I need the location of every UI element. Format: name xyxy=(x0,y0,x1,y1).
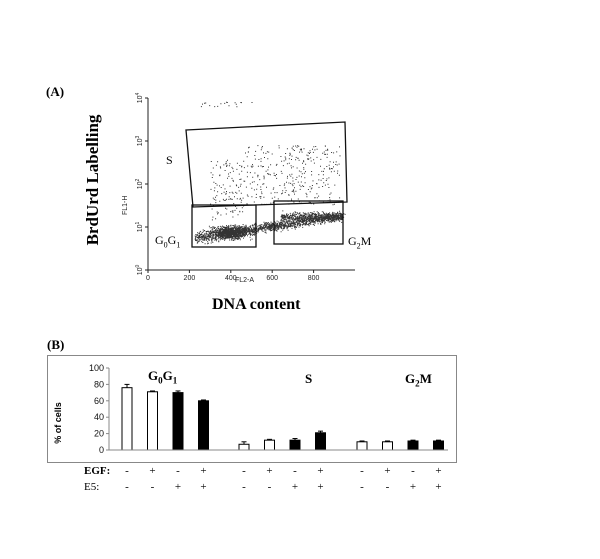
bar-y-tick-label: 40 xyxy=(94,412,104,422)
condition-sign: + xyxy=(435,465,442,477)
x-axis-channel-label: FL2-A xyxy=(235,277,254,284)
condition-sign: + xyxy=(317,465,324,477)
panel-a-label: (A) xyxy=(46,84,65,99)
panel-a-x-axis-label: DNA content xyxy=(212,296,301,313)
bar-g0g1-2 xyxy=(172,392,184,451)
condition-sign: + xyxy=(200,465,207,477)
gate-label-g2m: G2M xyxy=(348,234,372,251)
flow-cytometry-scatter-plot: 0 200 400 600 800 100 101 102 103 104 FL1-H FL2-A xyxy=(122,92,355,284)
condition-sign: - xyxy=(242,465,246,477)
bar-y-ticks: 0 20 40 60 80 100 xyxy=(89,363,109,455)
x-tick-label: 400 xyxy=(225,275,237,282)
gate-g2m xyxy=(273,200,344,245)
condition-sign: - xyxy=(385,481,390,493)
panel-b-label: (B) xyxy=(47,337,65,352)
gate-g0g1 xyxy=(191,204,257,248)
bar-y-tick-label: 80 xyxy=(94,379,104,389)
bar-g2m-1 xyxy=(382,441,393,451)
scatter-points xyxy=(194,101,346,245)
gate-label-g0g1: G0G1 xyxy=(155,233,181,250)
bar-y-tick-label: 60 xyxy=(94,396,104,406)
condition-label-egf: EGF: xyxy=(84,465,111,477)
bar-group-label-g2m: G2M xyxy=(405,371,432,389)
condition-sign: - xyxy=(176,465,180,477)
condition-sign: - xyxy=(360,481,364,493)
condition-sign: - xyxy=(125,465,129,477)
condition-sign: - xyxy=(293,465,297,477)
condition-sign: - xyxy=(125,481,129,493)
bar-y-tick-label: 0 xyxy=(99,445,104,455)
x-tick-label: 200 xyxy=(184,275,196,282)
y-tick-label: 103 xyxy=(135,135,144,146)
bar-g0g1-0 xyxy=(121,387,133,451)
bar-y-axis-label: % of cells xyxy=(53,402,63,444)
condition-sign: - xyxy=(242,481,246,493)
panel-a-y-axis-label: BrdUrd Labelling xyxy=(83,114,102,246)
scatter-ticks: 0 200 400 600 800 100 101 102 103 104 xyxy=(135,92,320,282)
panel-b-frame xyxy=(47,355,457,463)
bar-g0g1-1 xyxy=(147,391,158,451)
bar-g2m-3 xyxy=(433,440,444,451)
bar-g2m-2 xyxy=(407,440,419,451)
bar-group-label-g0g1: G0G1 xyxy=(148,368,178,386)
y-tick-label: 104 xyxy=(135,92,144,103)
condition-sign: + xyxy=(435,481,442,493)
condition-sign: + xyxy=(200,481,207,493)
y-tick-label: 101 xyxy=(135,221,144,232)
condition-sign: + xyxy=(291,481,299,493)
condition-sign: + xyxy=(174,481,182,493)
condition-label-e5: E5: xyxy=(84,481,100,493)
condition-sign: + xyxy=(384,465,391,477)
condition-sign: + xyxy=(149,465,156,477)
condition-sign: + xyxy=(409,481,417,493)
y-axis-channel-label: FL1-H xyxy=(122,196,129,215)
bar-s-0 xyxy=(238,443,250,451)
scatter-event-cloud xyxy=(194,101,346,245)
condition-sign: - xyxy=(360,465,364,477)
condition-sign: - xyxy=(150,481,155,493)
condition-sign: - xyxy=(411,465,415,477)
bar-marks xyxy=(109,383,448,451)
condition-sign: + xyxy=(266,465,273,477)
gate-s xyxy=(185,121,348,208)
x-tick-label: 800 xyxy=(308,275,320,282)
bar-s-3 xyxy=(315,432,326,451)
bar-g0g1-3 xyxy=(198,400,209,451)
bar-s-1 xyxy=(264,439,275,451)
bar-y-tick-label: 20 xyxy=(94,429,104,439)
bar-y-tick-label: 100 xyxy=(89,363,104,373)
y-tick-label: 100 xyxy=(135,264,144,275)
y-tick-label: 102 xyxy=(135,178,144,189)
condition-sign: - xyxy=(267,481,272,493)
cell-cycle-bar-chart: % of cells 0 20 40 60 80 100 xyxy=(53,363,448,455)
x-tick-label: 0 xyxy=(146,275,150,282)
gate-label-s: S xyxy=(166,153,173,167)
x-tick-label: 600 xyxy=(266,275,278,282)
bar-group-label-s: S xyxy=(305,371,313,386)
condition-sign: + xyxy=(317,481,324,493)
bar-g2m-0 xyxy=(356,441,368,451)
bar-s-2 xyxy=(289,439,301,451)
